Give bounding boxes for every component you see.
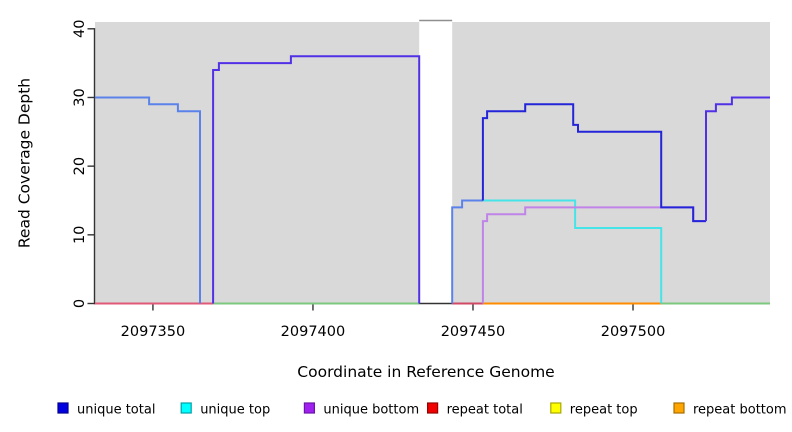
- legend-item-unique-bottom: unique bottom: [303, 402, 419, 418]
- legend-item-label: unique bottom: [323, 403, 419, 418]
- legend-swatch-icon: [57, 402, 69, 414]
- series-line-unique-top-right: [462, 199, 663, 304]
- x-axis-title: Coordinate in Reference Genome: [297, 363, 554, 381]
- legend-item-label: unique top: [200, 403, 270, 418]
- series-line-unique-total-left: [95, 96, 201, 304]
- y-tick-label: 10: [72, 226, 88, 244]
- x-tick-label: 2097450: [441, 324, 506, 340]
- x-tick-label: 2097500: [601, 324, 666, 340]
- legend-item-label: repeat total: [447, 403, 523, 418]
- series-line-unique-total-right-rise: [451, 199, 483, 304]
- y-tick-label: 30: [72, 88, 88, 106]
- legend-item-repeat-bottom: repeat bottom: [673, 402, 787, 418]
- y-tick-label: 20: [72, 157, 88, 175]
- legend-item-label: repeat bottom: [693, 403, 787, 418]
- legend-item-label: unique total: [77, 403, 155, 418]
- x-tick-label: 2097350: [121, 324, 186, 340]
- legend-swatch-icon: [673, 402, 685, 414]
- series-line-unique-total-right: [481, 103, 706, 223]
- y-tick-label: 0: [72, 299, 88, 308]
- series-line-unique-bottom-left-plateau: [212, 55, 421, 304]
- legend-swatch-icon: [427, 402, 439, 414]
- y-axis-title: Read Coverage Depth: [16, 78, 34, 248]
- legend-item-repeat-top: repeat top: [550, 402, 638, 418]
- legend-item-repeat-total: repeat total: [427, 402, 523, 418]
- legend-item-label: repeat top: [570, 403, 638, 418]
- plot-layer: 0 10 20 30 40 2097350 2097400 2097450 2097500: [72, 20, 770, 340]
- masked-region: [419, 20, 453, 304]
- series-line-unique-bottom-right-high: [705, 96, 770, 222]
- x-tick-label: 2097400: [281, 324, 346, 340]
- legend: unique total unique top unique bottom repea…: [57, 402, 787, 418]
- y-tick-label: 40: [72, 20, 88, 38]
- legend-item-unique-total: unique total: [57, 402, 155, 418]
- legend-swatch-icon: [180, 402, 192, 414]
- legend-swatch-icon: [550, 402, 562, 414]
- legend-item-unique-top: unique top: [180, 402, 270, 418]
- legend-swatch-icon: [303, 402, 315, 414]
